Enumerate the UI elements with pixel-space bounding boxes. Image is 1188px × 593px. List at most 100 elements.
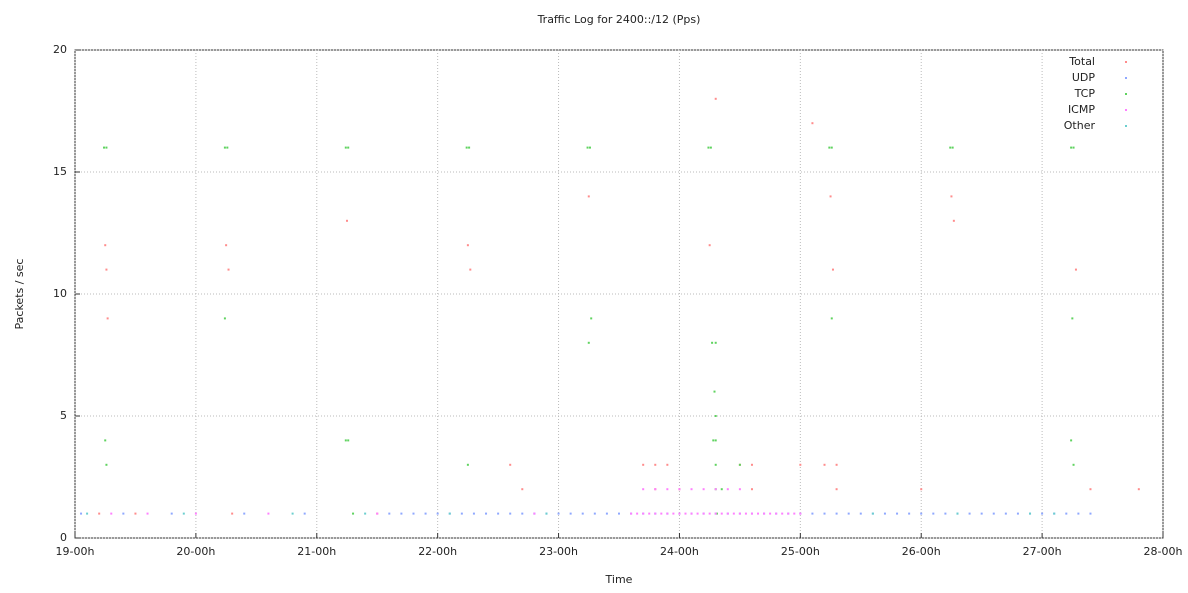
point (835, 512, 838, 515)
point (720, 512, 723, 515)
point (828, 146, 831, 149)
point (830, 317, 833, 320)
point (714, 512, 717, 515)
point (593, 512, 596, 515)
legend-label: Other (1064, 119, 1096, 132)
point (787, 512, 790, 515)
y-tick-label: 10 (53, 287, 67, 300)
x-tick-label: 21-00h (297, 545, 336, 558)
point (714, 463, 717, 466)
point (775, 512, 778, 515)
point (226, 146, 229, 149)
point (799, 512, 802, 515)
x-tick-label: 23-00h (539, 545, 578, 558)
point (920, 488, 923, 491)
point (702, 488, 705, 491)
point (267, 512, 270, 515)
point (521, 512, 524, 515)
point (831, 268, 834, 271)
point (799, 463, 802, 466)
point (223, 146, 226, 149)
point (750, 512, 753, 515)
point (472, 512, 475, 515)
point (466, 463, 469, 466)
point (738, 488, 741, 491)
legend-swatch (1125, 77, 1127, 79)
point (763, 512, 766, 515)
point (587, 341, 590, 344)
point (714, 97, 717, 100)
point (871, 512, 874, 515)
point (557, 512, 560, 515)
point (750, 488, 753, 491)
point (104, 439, 107, 442)
point (105, 146, 108, 149)
point (951, 146, 954, 149)
point (830, 146, 833, 149)
point (231, 512, 234, 515)
point (690, 488, 693, 491)
legend-swatch (1125, 125, 1127, 127)
point (630, 512, 633, 515)
point (412, 512, 415, 515)
point (1072, 463, 1075, 466)
x-tick-label: 26-00h (902, 545, 941, 558)
point (920, 512, 923, 515)
point (829, 195, 832, 198)
x-tick-label: 25-00h (781, 545, 820, 558)
point (708, 512, 711, 515)
point (465, 146, 468, 149)
point (678, 512, 681, 515)
point (714, 488, 717, 491)
point (1077, 512, 1080, 515)
point (243, 512, 246, 515)
point (642, 488, 645, 491)
point (708, 244, 711, 247)
point (835, 463, 838, 466)
point (448, 512, 451, 515)
point (590, 317, 593, 320)
point (738, 512, 741, 515)
point (122, 512, 125, 515)
point (388, 512, 391, 515)
point (908, 512, 911, 515)
point (678, 488, 681, 491)
point (1074, 268, 1077, 271)
point (666, 463, 669, 466)
x-tick-label: 24-00h (660, 545, 699, 558)
point (485, 512, 488, 515)
point (1016, 512, 1019, 515)
point (106, 317, 109, 320)
point (847, 512, 850, 515)
point (883, 512, 886, 515)
point (545, 512, 548, 515)
point (509, 463, 512, 466)
point (823, 463, 826, 466)
chart-title: Traffic Log for 2400::/12 (Pps) (537, 13, 701, 26)
point (968, 512, 971, 515)
point (346, 219, 348, 222)
point (146, 512, 149, 515)
x-tick-label: 19-00h (56, 545, 95, 558)
x-tick-label: 22-00h (418, 545, 457, 558)
point (223, 317, 226, 320)
point (1041, 512, 1044, 515)
point (709, 146, 712, 149)
point (291, 512, 294, 515)
y-tick-label: 0 (60, 531, 67, 544)
point (225, 244, 228, 247)
legend-label: UDP (1072, 71, 1096, 84)
point (376, 512, 379, 515)
point (497, 512, 500, 515)
point (468, 146, 471, 149)
point (811, 512, 814, 515)
y-tick-label: 5 (60, 409, 67, 422)
point (859, 512, 862, 515)
point (711, 341, 714, 344)
point (521, 488, 524, 491)
point (586, 146, 589, 149)
y-tick-label: 15 (53, 165, 67, 178)
point (110, 512, 113, 515)
point (182, 512, 185, 515)
point (588, 146, 591, 149)
